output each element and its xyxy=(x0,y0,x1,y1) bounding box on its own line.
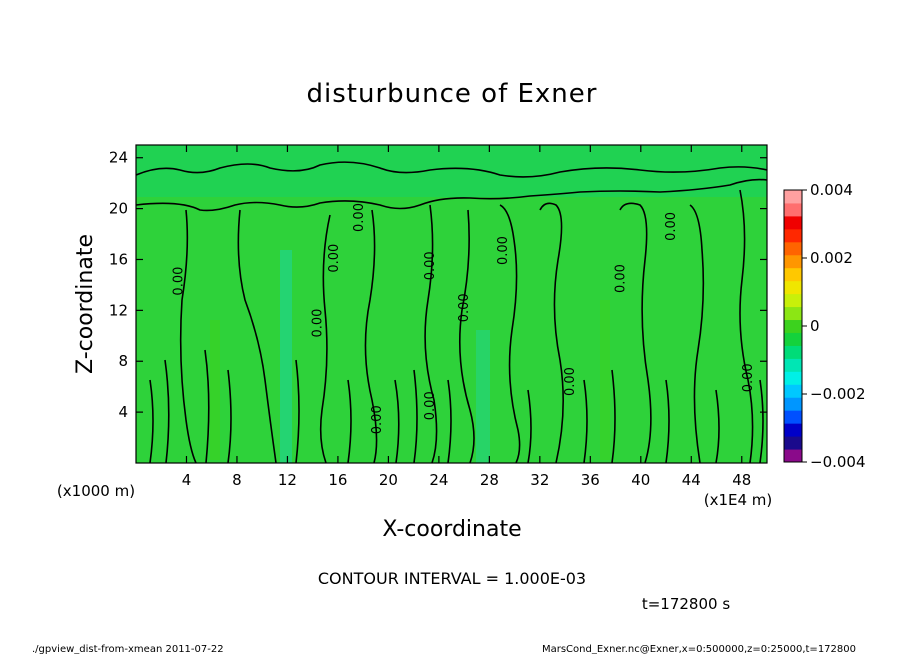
colorbar-swatch xyxy=(784,423,802,437)
contour-label: 0.00 xyxy=(423,391,438,420)
colorbar-swatch xyxy=(784,410,802,424)
colorbar-swatch xyxy=(784,202,802,217)
contour-line xyxy=(459,209,475,463)
contour-line xyxy=(136,178,767,212)
contour-label: 0.00 xyxy=(563,367,578,396)
contour-label: 0.00 xyxy=(613,264,628,293)
colorbar-swatch xyxy=(784,306,802,321)
contour-label: 0.00 xyxy=(327,244,342,273)
positive-anomaly-shade xyxy=(600,300,610,460)
contour-label: 0.00 xyxy=(423,251,438,280)
colorbar-swatch xyxy=(784,241,802,256)
y-tick-label: 16 xyxy=(109,250,128,268)
contour-label: 0.00 xyxy=(172,267,187,296)
colorbar-tick-label: 0.004 xyxy=(810,181,853,199)
x-tick-label: 12 xyxy=(278,471,297,489)
colorbar-swatch xyxy=(784,319,802,333)
x-unit-left: (x1000 m) xyxy=(57,482,135,500)
footer-right: MarsCond_Exner.nc@Exner,x=0:500000,z=0:2… xyxy=(542,644,856,654)
x-tick-label: 44 xyxy=(682,471,701,489)
contour-label: 0.00 xyxy=(741,363,756,392)
colorbar-swatch xyxy=(784,358,802,372)
contour-label: 0.00 xyxy=(370,405,385,434)
plot-frame xyxy=(135,144,768,464)
colorbar-swatch xyxy=(784,332,802,346)
contour-line xyxy=(364,209,378,463)
x-tick-label: 20 xyxy=(379,471,398,489)
y-tick-label: 12 xyxy=(109,301,128,319)
contour-label: 0.00 xyxy=(457,293,472,322)
colorbar-swatch xyxy=(784,254,802,269)
contour-line xyxy=(149,349,764,463)
colorbar-swatch xyxy=(784,371,802,385)
colorbar-swatch xyxy=(784,228,802,243)
colorbar-swatch xyxy=(784,436,802,450)
positive-anomaly-shade xyxy=(210,320,220,460)
contour-lines xyxy=(136,161,767,463)
colorbar-swatch xyxy=(784,449,802,463)
colorbar-tick-label: −0.004 xyxy=(810,453,866,471)
x-tick-label: 36 xyxy=(581,471,600,489)
colorbar-swatch xyxy=(784,397,802,411)
colorbar-swatch xyxy=(784,293,802,308)
time-text: t=172800 s xyxy=(642,595,730,613)
footer-left: ./gpview_dist-from-xmean 2011-07-22 xyxy=(32,644,224,654)
negative-anomaly-shade xyxy=(280,250,292,463)
y-tick-label: 20 xyxy=(109,200,128,218)
chart-title: disturbunce of Exner xyxy=(307,79,598,109)
x-tick-label: 40 xyxy=(631,471,650,489)
colorbar-swatch xyxy=(784,280,802,295)
y-axis: 4 8 12 16 20 24 xyxy=(109,149,767,421)
contour-line xyxy=(136,161,767,178)
x-tick-label: 4 xyxy=(182,471,192,489)
x-tick-label: 28 xyxy=(480,471,499,489)
x-tick-label: 24 xyxy=(429,471,448,489)
y-tick-label: 24 xyxy=(109,149,128,167)
negative-anomaly-shade xyxy=(476,330,490,463)
colorbar-swatch xyxy=(784,215,802,230)
contour-line xyxy=(237,209,277,463)
x-tick-label: 32 xyxy=(530,471,549,489)
y-tick-label: 4 xyxy=(118,403,128,421)
x-unit-right: (x1E4 m) xyxy=(704,491,773,509)
contour-label: 0.00 xyxy=(496,236,511,265)
colorbar-tick-label: 0 xyxy=(810,317,820,335)
x-axis-label: X-coordinate xyxy=(382,517,521,542)
colorbar-tick-label: 0.002 xyxy=(810,249,853,267)
upper-layer-shade xyxy=(136,145,767,197)
x-tick-label: 8 xyxy=(232,471,242,489)
contour-line xyxy=(319,214,331,463)
x-axis: 4 8 12 16 20 24 28 32 36 40 44 48 xyxy=(182,145,751,489)
contour-interval-text: CONTOUR INTERVAL = 1.000E-03 xyxy=(318,569,586,588)
contour-line xyxy=(619,202,652,463)
plot-area: 0.00 0.00 0.00 0.00 0.00 0.00 0.00 0.00 0.00 0.00… xyxy=(135,144,768,464)
contour-line xyxy=(539,202,564,463)
field-shading xyxy=(136,145,767,463)
contour-line xyxy=(424,204,438,463)
contour-line xyxy=(179,209,197,463)
contour-line xyxy=(499,204,521,463)
contour-line xyxy=(689,204,705,463)
colorbar-swatch xyxy=(784,345,802,359)
colorbar-tick-label: −0.002 xyxy=(810,385,866,403)
contour-line xyxy=(739,189,754,463)
colorbar: 0.004 0.002 0 −0.002 −0.004 xyxy=(783,181,866,471)
contour-label: 0.00 xyxy=(352,203,367,232)
colorbar-swatch xyxy=(784,190,802,204)
x-tick-label: 48 xyxy=(732,471,751,489)
colorbar-swatch xyxy=(784,267,802,282)
y-tick-label: 8 xyxy=(118,352,128,370)
x-tick-label: 16 xyxy=(328,471,347,489)
y-axis-label: Z-coordinate xyxy=(73,234,98,374)
contour-labels: 0.00 0.00 0.00 0.00 0.00 0.00 0.00 0.00 0.00 0.00… xyxy=(172,203,756,434)
contour-label: 0.00 xyxy=(664,212,679,241)
contour-label: 0.00 xyxy=(311,309,326,338)
colorbar-swatch xyxy=(784,384,802,398)
